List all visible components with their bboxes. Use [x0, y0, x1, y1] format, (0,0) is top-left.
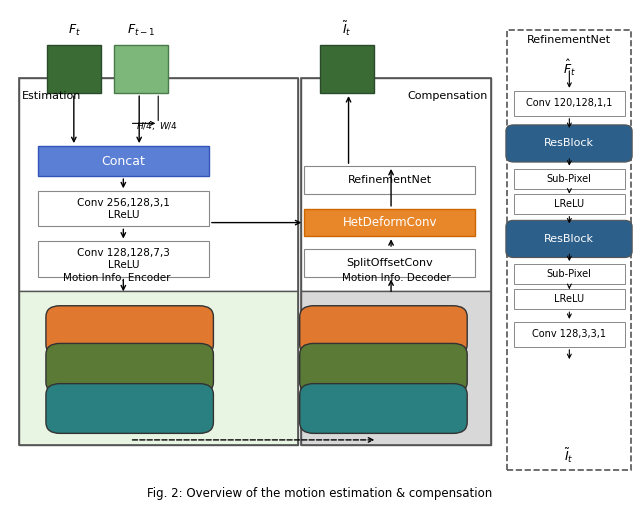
Text: Sub-Pixel: Sub-Pixel — [547, 269, 591, 279]
FancyBboxPatch shape — [19, 78, 298, 291]
FancyBboxPatch shape — [506, 220, 632, 258]
FancyBboxPatch shape — [300, 384, 467, 433]
FancyBboxPatch shape — [320, 46, 374, 93]
FancyBboxPatch shape — [46, 384, 213, 433]
Text: Conv 128,3,3,1: Conv 128,3,3,1 — [532, 329, 606, 339]
Text: HetDeformConv: HetDeformConv — [342, 216, 437, 229]
Text: ResBlock: ResBlock — [544, 139, 594, 148]
FancyBboxPatch shape — [300, 343, 467, 393]
FancyBboxPatch shape — [46, 343, 213, 393]
FancyBboxPatch shape — [301, 291, 492, 445]
FancyBboxPatch shape — [301, 78, 492, 291]
FancyBboxPatch shape — [304, 249, 476, 277]
FancyBboxPatch shape — [513, 194, 625, 214]
FancyBboxPatch shape — [47, 46, 101, 93]
Text: Concat: Concat — [101, 154, 145, 168]
FancyBboxPatch shape — [46, 306, 213, 356]
Text: Fig. 2: Overview of the motion estimation & compensation: Fig. 2: Overview of the motion estimatio… — [147, 487, 493, 500]
Text: Compensation: Compensation — [408, 91, 488, 101]
Text: $H/4,\ W/4$: $H/4,\ W/4$ — [136, 120, 178, 132]
FancyBboxPatch shape — [300, 306, 467, 356]
Text: SplitOffsetConv: SplitOffsetConv — [346, 258, 433, 268]
Text: LReLU: LReLU — [554, 199, 584, 209]
Text: Conv 128,128,7,3
LReLU: Conv 128,128,7,3 LReLU — [77, 248, 170, 270]
Text: Conv 120,128,1,1: Conv 120,128,1,1 — [526, 98, 612, 108]
Text: Sub-Pixel: Sub-Pixel — [547, 174, 591, 183]
Text: RefinementNet: RefinementNet — [527, 36, 611, 45]
FancyBboxPatch shape — [19, 291, 298, 445]
FancyBboxPatch shape — [38, 146, 209, 176]
FancyBboxPatch shape — [513, 289, 625, 309]
Text: Conv 256,128,3,1
LReLU: Conv 256,128,3,1 LReLU — [77, 198, 170, 219]
FancyBboxPatch shape — [304, 166, 476, 194]
Text: $F_t$: $F_t$ — [68, 23, 81, 38]
FancyBboxPatch shape — [507, 30, 631, 470]
FancyBboxPatch shape — [513, 322, 625, 347]
FancyBboxPatch shape — [506, 125, 632, 162]
Text: Motion Info. Encoder: Motion Info. Encoder — [63, 273, 170, 283]
FancyBboxPatch shape — [38, 241, 209, 277]
FancyBboxPatch shape — [114, 46, 168, 93]
Text: Motion Info. Decoder: Motion Info. Decoder — [342, 273, 451, 283]
FancyBboxPatch shape — [513, 169, 625, 188]
Text: Estimation: Estimation — [22, 91, 81, 101]
FancyBboxPatch shape — [304, 209, 476, 236]
Text: $\tilde{I}_t$: $\tilde{I}_t$ — [564, 447, 574, 465]
FancyBboxPatch shape — [38, 191, 209, 227]
Text: LReLU: LReLU — [554, 294, 584, 304]
Text: $\tilde{I}_t$: $\tilde{I}_t$ — [342, 19, 352, 38]
FancyBboxPatch shape — [513, 264, 625, 284]
Text: RefinementNet: RefinementNet — [348, 175, 432, 185]
FancyBboxPatch shape — [513, 91, 625, 116]
Text: $F_{t-1}$: $F_{t-1}$ — [127, 23, 155, 38]
Text: $\hat{F}_t$: $\hat{F}_t$ — [563, 58, 575, 78]
Text: ResBlock: ResBlock — [544, 234, 594, 244]
